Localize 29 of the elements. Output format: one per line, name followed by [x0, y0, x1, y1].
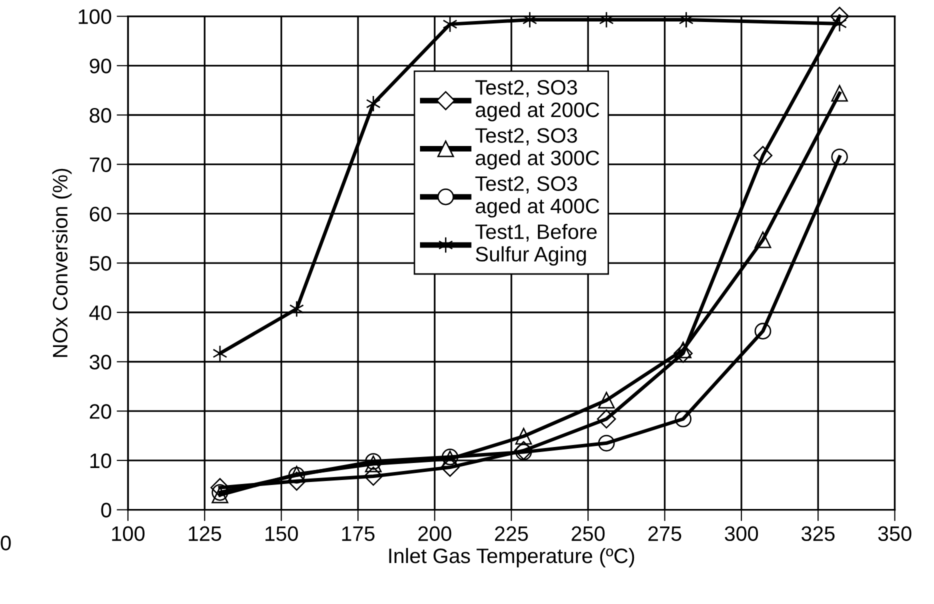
x-tick-label: 325 — [802, 526, 835, 542]
x-tick-label: 200 — [418, 526, 452, 542]
y-tick-label: 20 — [90, 404, 112, 419]
y-tick-label: 60 — [90, 206, 112, 222]
y-tick-label: 40 — [89, 305, 112, 320]
y-tick-label: 70 — [90, 157, 112, 172]
y-tick-label: 0 — [101, 502, 112, 518]
x-tick-label: 225 — [495, 526, 528, 542]
x-tick-label: 250 — [572, 526, 605, 542]
x-tick-label: 125 — [188, 526, 222, 542]
legend-label: Test2, SO3 aged at 200C — [475, 80, 600, 122]
x-tick-label: 150 — [266, 526, 298, 542]
x-tick-label: 100 — [112, 526, 145, 542]
y-tick-label: 90 — [90, 58, 112, 74]
y-axis-title: NOx Conversion (%) — [52, 168, 72, 357]
y-tick-label: 80 — [90, 108, 112, 123]
legend-label: Test2, SO3 aged at 400C — [475, 176, 600, 218]
legend-label: Test1, Before Sulfur Aging — [475, 224, 597, 266]
text: 0 — [0, 536, 11, 550]
x-tick-label: 175 — [342, 526, 375, 542]
y-tick-label: 10 — [90, 453, 112, 468]
x-tick-label: 275 — [648, 526, 682, 542]
x-tick-label: 350 — [878, 526, 912, 542]
x-tick-label: 300 — [724, 526, 758, 542]
y-tick-label: 30 — [90, 354, 112, 370]
x-axis-title: Inlet Gas Temperature (ºC) — [389, 548, 634, 568]
y-tick-label: 100 — [78, 9, 112, 24]
y-tick-label: 50 — [90, 256, 112, 271]
legend-label: Test2, SO3 aged at 300C — [475, 128, 600, 170]
